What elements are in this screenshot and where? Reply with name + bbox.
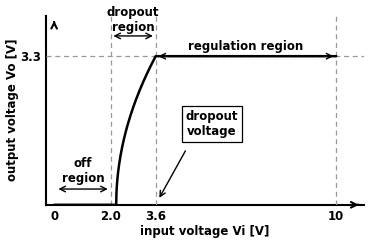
Y-axis label: output voltage Vo [V]: output voltage Vo [V] (6, 39, 18, 182)
Text: dropout
region: dropout region (107, 6, 159, 34)
X-axis label: input voltage Vi [V]: input voltage Vi [V] (140, 225, 270, 238)
Text: dropout
voltage: dropout voltage (186, 110, 238, 138)
Text: off
region: off region (62, 157, 104, 184)
Text: regulation region: regulation region (188, 40, 304, 53)
